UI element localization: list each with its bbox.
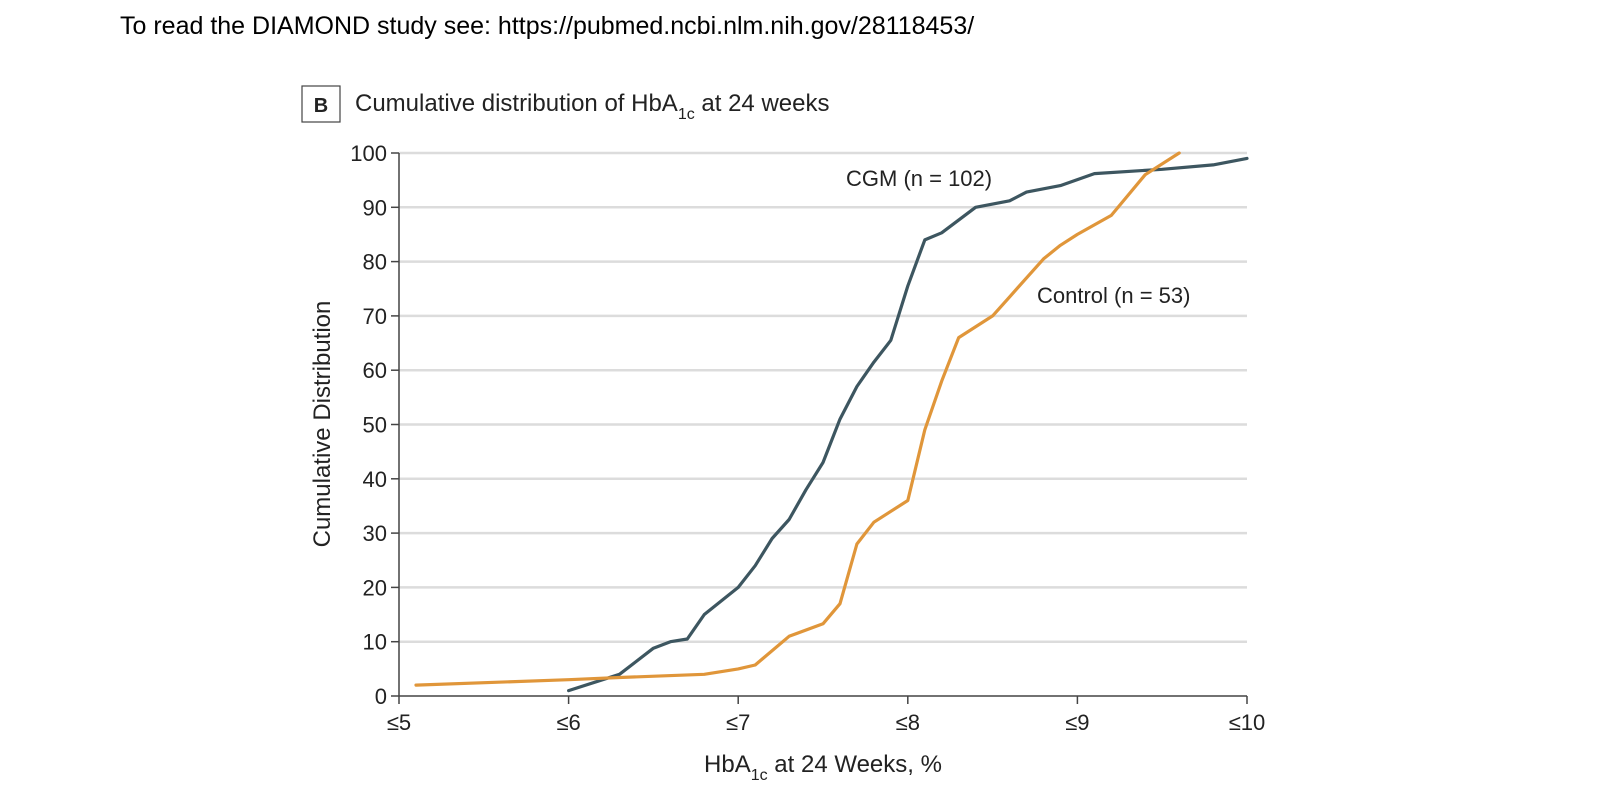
y-tick-label-60: 60 (363, 358, 387, 383)
series-line-control (414, 151, 1181, 687)
y-tick-label-70: 70 (363, 304, 387, 329)
y-tick-label-30: 30 (363, 521, 387, 546)
x-tick-label-10: ≤10 (1229, 710, 1266, 735)
series-layer (414, 151, 1249, 693)
series-label-cgm: CGM (n = 102) (846, 166, 992, 191)
x-tick-label-8: ≤8 (896, 710, 920, 735)
x-tick-label-6: ≤6 (556, 710, 580, 735)
y-tick-label-100: 100 (350, 141, 387, 166)
y-tick-label-40: 40 (363, 467, 387, 492)
series-label-control: Control (n = 53) (1037, 283, 1190, 308)
y-tick-label-90: 90 (363, 195, 387, 220)
y-tick-label-10: 10 (363, 630, 387, 655)
chart-title-post: at 24 weeks (695, 90, 830, 117)
x-tick-label-5: ≤5 (387, 710, 411, 735)
x-axis-label: HbA1c at 24 Weeks, % (704, 751, 942, 784)
y-tick-label-80: 80 (363, 250, 387, 275)
chart-title-sub: 1c (678, 106, 695, 123)
y-tick-label-50: 50 (363, 413, 387, 438)
chart-title: Cumulative distribution of HbA1c at 24 w… (355, 90, 829, 123)
x-axis-label-pre: HbA (704, 751, 751, 778)
x-tick-label-7: ≤7 (726, 710, 750, 735)
x-axis-label-post: at 24 Weeks, % (768, 751, 942, 778)
x-axis-label-sub: 1c (751, 767, 768, 784)
series-line-cgm (566, 156, 1249, 693)
grid-layer (399, 151, 1247, 643)
chart-title-pre: Cumulative distribution of HbA (355, 90, 678, 117)
y-axis-label: Cumulative Distribution (309, 301, 336, 548)
x-tick-label-9: ≤9 (1065, 710, 1089, 735)
axis-layer: 0 10 20 30 40 50 60 70 80 90 100 ≤5 ≤6 ≤7 ≤8 ≤9 ≤10 (350, 141, 1265, 735)
panel-label: B (314, 95, 328, 117)
y-tick-label-20: 20 (363, 575, 387, 600)
caption-text: To read the DIAMOND study see: https://p… (120, 12, 975, 40)
y-tick-label-0: 0 (375, 684, 387, 709)
panel-label-box (301, 85, 341, 123)
